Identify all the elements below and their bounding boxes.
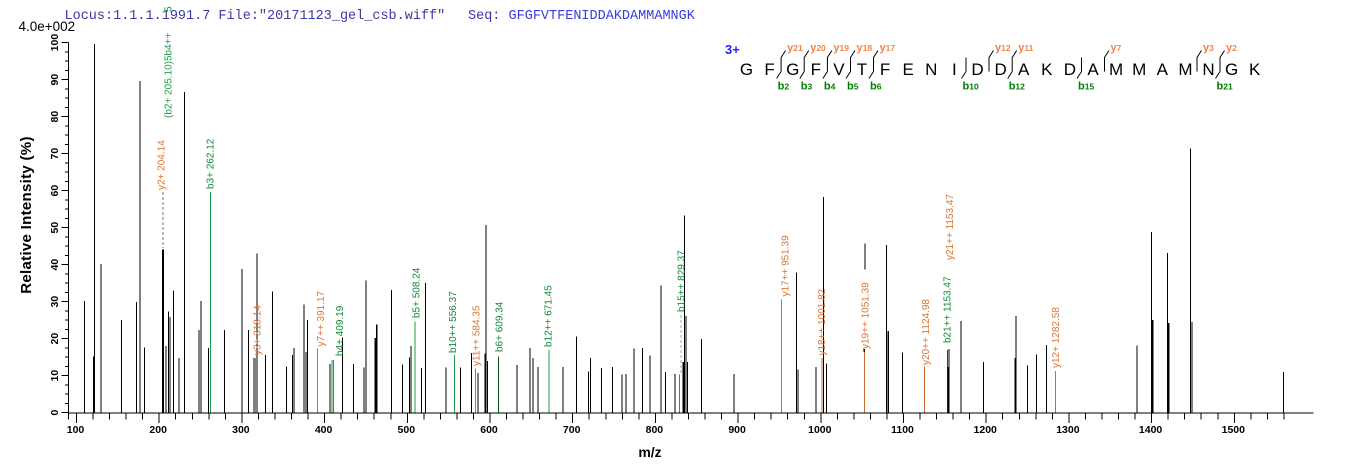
svg-text:b12++ 671.45: b12++ 671.45 <box>544 285 555 347</box>
svg-text:y2: y2 <box>1226 42 1237 54</box>
svg-text:N: N <box>925 60 937 79</box>
svg-text:y21++ 1153.47: y21++ 1153.47 <box>945 194 956 260</box>
svg-text:E: E <box>903 60 914 79</box>
svg-text:600: 600 <box>480 424 498 436</box>
svg-text:(b2+ 205.10)5b4++: (b2+ 205.10)5b4++ <box>163 32 174 118</box>
svg-text:G: G <box>740 60 753 79</box>
svg-text:1200: 1200 <box>974 424 998 436</box>
svg-text:F: F <box>880 60 890 79</box>
svg-text:y12+ 1282.58: y12+ 1282.58 <box>1051 307 1062 368</box>
svg-text:b4+ 409.19: b4+ 409.19 <box>335 305 346 356</box>
svg-text:4.0e+002: 4.0e+002 <box>19 19 76 34</box>
svg-text:y18: y18 <box>857 42 873 54</box>
svg-text:y3: y3 <box>1203 42 1214 54</box>
svg-text:F: F <box>764 60 774 79</box>
svg-text:y19++ 1051.39: y19++ 1051.39 <box>860 282 871 349</box>
svg-text:y11: y11 <box>1018 42 1033 54</box>
svg-text:D: D <box>994 60 1006 79</box>
svg-text:1100: 1100 <box>891 424 914 436</box>
svg-text:y11++ 584.35: y11++ 584.35 <box>471 305 482 366</box>
svg-text:y2+ 204.14: y2+ 204.14 <box>157 140 168 190</box>
svg-text:y7: y7 <box>1111 42 1122 54</box>
svg-text:K: K <box>1041 60 1053 79</box>
svg-text:b4: b4 <box>824 81 836 93</box>
svg-text:20: 20 <box>49 333 61 345</box>
svg-text:Relative Intensity (%): Relative Intensity (%) <box>18 136 35 293</box>
svg-text:b10++ 556.37: b10++ 556.37 <box>448 291 459 353</box>
svg-text:b5: b5 <box>847 81 859 93</box>
svg-text:40: 40 <box>49 259 61 271</box>
svg-text:N: N <box>1202 60 1214 79</box>
svg-text:K: K <box>1249 60 1261 79</box>
svg-text:1000: 1000 <box>808 424 832 436</box>
svg-text:b12: b12 <box>1009 81 1025 93</box>
svg-text:I: I <box>952 60 957 79</box>
svg-text:60: 60 <box>49 185 61 197</box>
svg-text:y18++ 1001.82: y18++ 1001.82 <box>817 288 828 355</box>
svg-text:200: 200 <box>149 424 167 436</box>
svg-text:y20++ 1124.98: y20++ 1124.98 <box>921 299 932 365</box>
svg-text:b3: b3 <box>801 81 813 93</box>
svg-text:10: 10 <box>49 370 61 382</box>
svg-text:1500: 1500 <box>1222 424 1246 436</box>
svg-text:0: 0 <box>49 410 61 416</box>
svg-text:M: M <box>1132 60 1146 79</box>
svg-text:y17: y17 <box>880 42 896 54</box>
svg-text:100: 100 <box>67 424 85 436</box>
svg-text:A: A <box>1157 60 1169 79</box>
svg-text:b15++ 829.37: b15++ 829.37 <box>677 250 688 312</box>
svg-text:y12: y12 <box>995 42 1011 54</box>
svg-text:90: 90 <box>49 74 61 86</box>
svg-text:3+: 3+ <box>725 42 740 57</box>
svg-text:b21++ 1153.47: b21++ 1153.47 <box>943 276 954 343</box>
svg-text:b21: b21 <box>1217 81 1233 93</box>
svg-text:b5+ 508.24: b5+ 508.24 <box>412 267 423 318</box>
svg-text:G: G <box>1225 60 1238 79</box>
svg-text:30: 30 <box>49 296 61 308</box>
svg-text:V: V <box>833 60 845 79</box>
svg-text:50: 50 <box>49 222 61 234</box>
svg-text:y21: y21 <box>787 42 803 54</box>
svg-text:Seq: GFGFVTFENIDDAKDAMMAMNGK: Seq: GFGFVTFENIDDAKDAMMAMNGK <box>468 9 696 24</box>
svg-text:1400: 1400 <box>1139 424 1163 436</box>
svg-text:T: T <box>857 60 867 79</box>
svg-text:900: 900 <box>728 424 746 436</box>
svg-text:G: G <box>786 60 799 79</box>
svg-text:M: M <box>1109 60 1123 79</box>
svg-text:Locus:1.1.1.1991.7 File:"20171: Locus:1.1.1.1991.7 File:"20171123_gel_cs… <box>65 9 446 24</box>
svg-text:y19: y19 <box>833 42 849 54</box>
svg-text:y7++ 391.17: y7++ 391.17 <box>316 290 327 346</box>
svg-text:A: A <box>1018 60 1030 79</box>
svg-text:F: F <box>811 60 821 79</box>
svg-text:400: 400 <box>315 424 333 436</box>
svg-text:b10: b10 <box>963 81 979 93</box>
svg-text:A: A <box>1087 60 1099 79</box>
svg-text:300: 300 <box>232 424 250 436</box>
svg-text:80: 80 <box>49 111 61 123</box>
svg-text:y3+ 318.14: y3+ 318.14 <box>252 305 263 355</box>
svg-text:b6+ 609.34: b6+ 609.34 <box>495 301 506 352</box>
svg-text:b6: b6 <box>870 81 882 93</box>
svg-text:500: 500 <box>398 424 416 436</box>
svg-text:5: 5 <box>163 6 174 12</box>
svg-text:D: D <box>1064 60 1076 79</box>
svg-text:100: 100 <box>49 34 61 52</box>
svg-text:m/z: m/z <box>638 444 661 460</box>
svg-text:b2: b2 <box>778 81 790 93</box>
svg-text:b3+ 262.12: b3+ 262.12 <box>205 138 216 189</box>
svg-text:D: D <box>971 60 983 79</box>
svg-text:M: M <box>1178 60 1192 79</box>
svg-text:70: 70 <box>49 148 61 160</box>
svg-text:y17++ 951.39: y17++ 951.39 <box>781 235 792 297</box>
svg-text:b15: b15 <box>1078 81 1094 93</box>
svg-text:y20: y20 <box>810 42 826 54</box>
svg-text:1300: 1300 <box>1056 424 1080 436</box>
svg-text:800: 800 <box>646 424 664 436</box>
svg-text:700: 700 <box>563 424 581 436</box>
